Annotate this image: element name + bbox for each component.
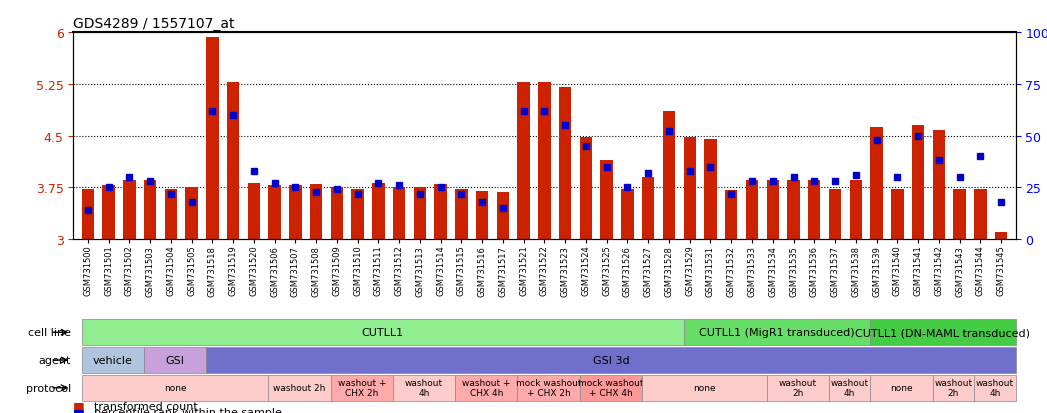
Bar (580, 138, 593, 240)
Text: none: none (693, 383, 715, 392)
Bar (435, 185, 447, 240)
Bar (476, 191, 488, 240)
Bar (185, 188, 198, 240)
Bar (164, 189, 177, 240)
Bar (455, 189, 468, 240)
Bar (621, 189, 633, 240)
Bar (248, 183, 260, 240)
Text: washout +
CHX 2h: washout + CHX 2h (337, 378, 386, 397)
Bar (663, 112, 675, 240)
Bar (310, 185, 322, 240)
Bar (705, 140, 717, 240)
Bar (891, 189, 904, 240)
Text: percentile rank within the sample: percentile rank within the sample (94, 407, 282, 413)
Bar (103, 186, 115, 240)
Bar (496, 193, 509, 240)
Bar (206, 38, 219, 240)
Text: washout
4h: washout 4h (976, 378, 1013, 397)
Bar (808, 181, 821, 240)
Text: CUTLL1 (MigR1 transduced): CUTLL1 (MigR1 transduced) (699, 328, 854, 337)
Text: cell line: cell line (28, 328, 71, 337)
Text: washout
4h: washout 4h (405, 378, 443, 397)
Text: CUTLL1 (DN-MAML transduced): CUTLL1 (DN-MAML transduced) (855, 328, 1030, 337)
Text: none: none (890, 383, 913, 392)
Bar (995, 233, 1007, 240)
Bar (517, 83, 530, 240)
Text: GSI: GSI (165, 355, 184, 365)
Text: GDS4289 / 1557107_at: GDS4289 / 1557107_at (73, 17, 235, 31)
Text: GSI 3d: GSI 3d (593, 355, 629, 365)
Bar (331, 188, 343, 240)
Bar (352, 189, 364, 240)
Bar (829, 190, 841, 240)
Bar (393, 188, 405, 240)
Bar (642, 178, 654, 240)
Bar (372, 183, 384, 240)
Text: washout
2h: washout 2h (779, 378, 817, 397)
Text: vehicle: vehicle (93, 355, 133, 365)
Text: ■: ■ (73, 406, 85, 413)
Text: mock washout
+ CHX 4h: mock washout + CHX 4h (578, 378, 644, 397)
Bar (289, 186, 302, 240)
Text: washout
4h: washout 4h (830, 378, 869, 397)
Bar (82, 190, 94, 240)
Bar (849, 181, 862, 240)
Bar (227, 83, 240, 240)
Text: CUTLL1: CUTLL1 (361, 328, 403, 337)
Text: mock washout
+ CHX 2h: mock washout + CHX 2h (516, 378, 581, 397)
Bar (559, 88, 572, 240)
Text: washout 2h: washout 2h (273, 383, 326, 392)
Bar (601, 160, 612, 240)
Bar (870, 128, 883, 240)
Bar (684, 138, 696, 240)
Bar (268, 186, 281, 240)
Bar (766, 181, 779, 240)
Bar (725, 191, 737, 240)
Bar (124, 181, 135, 240)
Text: transformed count: transformed count (94, 401, 198, 411)
Bar (143, 181, 156, 240)
Text: protocol: protocol (26, 383, 71, 393)
Bar (912, 126, 925, 240)
Bar (538, 83, 551, 240)
Text: none: none (163, 383, 186, 392)
Bar (414, 188, 426, 240)
Bar (954, 190, 965, 240)
Bar (933, 131, 945, 240)
Bar (787, 181, 800, 240)
Bar (745, 181, 758, 240)
Bar (974, 190, 986, 240)
Text: washout +
CHX 4h: washout + CHX 4h (462, 378, 511, 397)
Text: washout
2h: washout 2h (934, 378, 973, 397)
Text: agent: agent (39, 355, 71, 365)
Text: ■: ■ (73, 399, 85, 413)
